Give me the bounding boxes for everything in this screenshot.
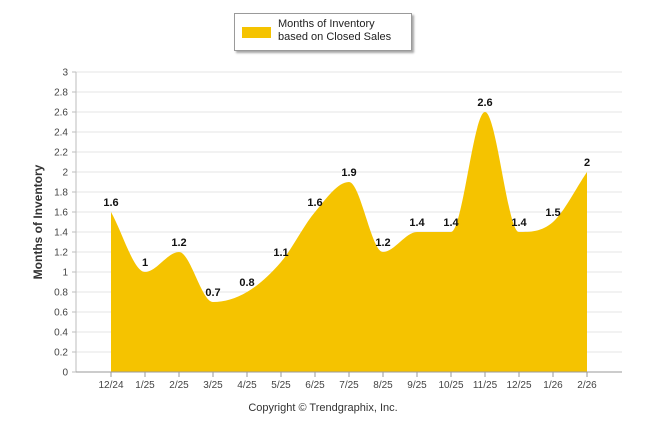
- y-axis-title: Months of Inventory: [31, 164, 45, 279]
- x-tick-label: 6/25: [305, 380, 325, 391]
- y-tick-label: 2: [62, 168, 68, 179]
- x-tick-label: 5/25: [271, 380, 291, 391]
- data-label: 0.7: [205, 287, 220, 299]
- x-tick-label: 12/25: [506, 380, 531, 391]
- data-label: 1.4: [511, 217, 527, 229]
- y-axis-tick-labels: 0 0.2 0.4 0.6 0.8 1 1.2 1.4 1.6 1.8 2 2.2 2.4 2.6 2.8 3: [54, 68, 68, 379]
- x-tick-label: 1/26: [543, 380, 563, 391]
- series-area: [111, 112, 587, 372]
- legend-label: Months of Inventory based on Closed Sale…: [278, 18, 392, 43]
- y-tick-label: 2.2: [54, 148, 68, 159]
- series-area-path: [111, 112, 587, 372]
- x-tick-label: 8/25: [373, 380, 393, 391]
- x-tick-label: 1/25: [135, 380, 155, 391]
- y-tick-label: 0.6: [54, 308, 68, 319]
- x-tick-label: 2/26: [577, 380, 597, 391]
- y-tick-label: 1.6: [54, 208, 68, 219]
- data-label: 1.5: [545, 207, 560, 219]
- data-label: 1.6: [307, 197, 322, 209]
- y-tick-label: 0: [62, 368, 68, 379]
- y-tick-label: 2.8: [54, 88, 68, 99]
- y-tick-label: 2.4: [54, 128, 68, 139]
- y-tick-label: 2.6: [54, 108, 68, 119]
- data-label: 1.2: [171, 237, 186, 249]
- data-label: 1.9: [341, 167, 356, 179]
- legend-swatch: [242, 27, 271, 38]
- x-tick-label: 2/25: [169, 380, 189, 391]
- data-labels: 1.6 1 1.2 0.7 0.8 1.1 1.6 1.9 1.2 1.4 1.4 2.6 1.4 1.5…: [103, 97, 590, 299]
- data-label: 1.1: [273, 247, 288, 259]
- x-tick-label: 12/24: [98, 380, 123, 391]
- data-label: 1.4: [443, 217, 459, 229]
- copyright-text: Copyright © Trendgraphix, Inc.: [248, 402, 398, 414]
- y-tick-label: 1.2: [54, 248, 68, 259]
- x-tick-label: 4/25: [237, 380, 257, 391]
- y-tick-label: 0.2: [54, 348, 68, 359]
- x-tick-label: 7/25: [339, 380, 359, 391]
- x-axis-tick-labels: 12/24 1/25 2/25 3/25 4/25 5/25 6/25 7/25 8/25 9/2…: [98, 372, 597, 391]
- x-tick-label: 10/25: [438, 380, 463, 391]
- x-tick-label: 3/25: [203, 380, 223, 391]
- data-label: 0.8: [239, 277, 254, 289]
- y-tick-label: 1.8: [54, 188, 68, 199]
- x-tick-label: 11/25: [473, 380, 498, 391]
- legend: Months of Inventory based on Closed Sale…: [234, 13, 412, 51]
- x-tick-label: 9/25: [407, 380, 427, 391]
- data-label: 1.4: [409, 217, 425, 229]
- data-label: 1: [142, 257, 148, 269]
- y-tick-label: 0.8: [54, 288, 68, 299]
- y-tick-label: 1: [62, 268, 68, 279]
- data-label: 2.6: [477, 97, 492, 109]
- y-tick-label: 1.4: [54, 228, 68, 239]
- data-label: 1.6: [103, 197, 118, 209]
- data-label: 1.2: [375, 237, 390, 249]
- y-tick-label: 3: [62, 68, 68, 79]
- y-tick-label: 0.4: [54, 328, 68, 339]
- data-label: 2: [584, 157, 590, 169]
